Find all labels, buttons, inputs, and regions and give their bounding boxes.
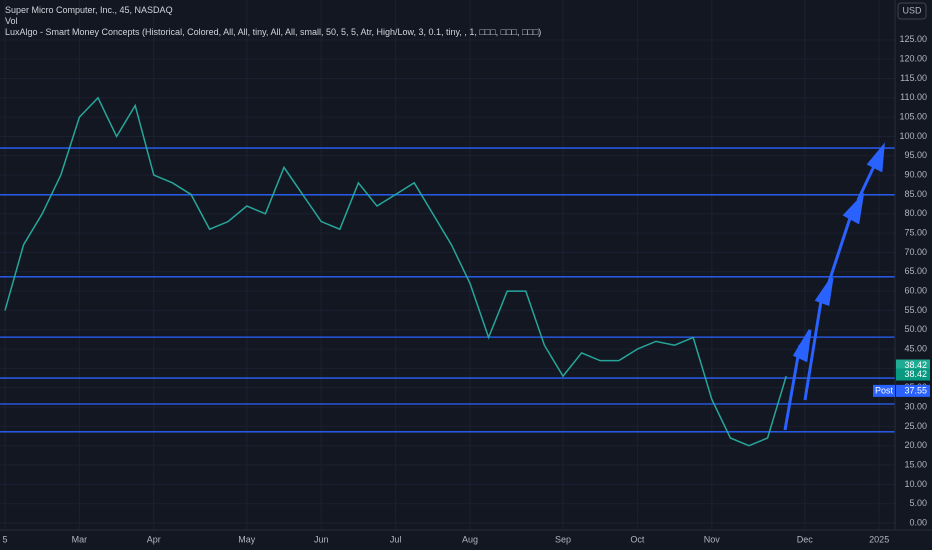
x-tick-label: 5 xyxy=(2,534,7,544)
plot xyxy=(0,96,895,447)
y-tick-label: 25.00 xyxy=(904,421,927,431)
price-line xyxy=(4,96,787,447)
y-tick-label: 115.00 xyxy=(900,73,927,83)
arrowhead xyxy=(866,142,885,173)
y-tick-label: 110.00 xyxy=(900,92,927,102)
x-tick-label: Mar xyxy=(72,534,88,544)
y-tick-label: 0.00 xyxy=(909,517,927,527)
y-tick-label: 90.00 xyxy=(904,169,927,179)
y-tick-label: 70.00 xyxy=(904,247,927,257)
y-tick-label: 30.00 xyxy=(904,401,927,411)
arrowhead xyxy=(792,329,812,363)
axes: 0.005.0010.0015.0020.0025.0030.0035.0040… xyxy=(2,34,930,544)
chart-title: Super Micro Computer, Inc., 45, NASDAQ xyxy=(5,5,173,15)
y-tick-label: 85.00 xyxy=(904,189,927,199)
x-tick-label: Oct xyxy=(630,534,645,544)
price-badge-label: 38.42 xyxy=(904,360,927,370)
y-tick-label: 45.00 xyxy=(904,343,927,353)
y-tick-label: 50.00 xyxy=(904,324,927,334)
y-tick-label: 5.00 xyxy=(909,498,927,508)
grid xyxy=(0,0,895,530)
y-tick-label: 125.00 xyxy=(899,34,927,44)
x-tick-label: Jun xyxy=(314,534,329,544)
y-tick-label: 15.00 xyxy=(904,459,927,469)
y-tick-label: 75.00 xyxy=(904,227,927,237)
price-badge-label: 38.42 xyxy=(904,369,927,379)
currency-label[interactable]: USD xyxy=(902,5,922,15)
subtitle: Vol xyxy=(5,16,18,26)
y-tick-label: 105.00 xyxy=(899,112,927,122)
x-tick-label: Aug xyxy=(462,534,478,544)
x-tick-label: Sep xyxy=(555,534,571,544)
x-tick-label: May xyxy=(238,534,256,544)
price-badge-label: 37.55 xyxy=(904,385,927,395)
y-tick-label: 120.00 xyxy=(899,54,927,64)
y-tick-label: 65.00 xyxy=(904,266,927,276)
y-tick-label: 100.00 xyxy=(899,131,927,141)
projection-arrows xyxy=(783,142,885,431)
x-tick-label: 2025 xyxy=(869,534,889,544)
y-axis-panel xyxy=(895,0,932,550)
x-tick-label: Dec xyxy=(797,534,814,544)
y-tick-label: 10.00 xyxy=(904,479,927,489)
y-tick-label: 60.00 xyxy=(904,285,927,295)
post-badge xyxy=(873,384,895,397)
x-tick-label: Apr xyxy=(147,534,161,544)
post-label: Post xyxy=(875,385,894,395)
y-tick-label: 95.00 xyxy=(904,150,927,160)
arrow xyxy=(826,211,854,286)
currency-button[interactable] xyxy=(897,2,927,20)
arrowhead xyxy=(842,192,865,225)
arrow xyxy=(803,294,824,401)
indicator-label: LuxAlgo - Smart Money Concepts (Historic… xyxy=(5,27,541,37)
arrow xyxy=(783,344,802,431)
price-badge xyxy=(896,368,930,381)
y-tick-label: 20.00 xyxy=(904,440,927,450)
arrow xyxy=(856,161,878,201)
x-tick-label: Nov xyxy=(704,534,721,544)
y-tick-label: 55.00 xyxy=(904,305,927,315)
x-tick-label: Jul xyxy=(390,534,402,544)
price-badge xyxy=(896,384,930,397)
y-tick-label: 80.00 xyxy=(904,208,927,218)
